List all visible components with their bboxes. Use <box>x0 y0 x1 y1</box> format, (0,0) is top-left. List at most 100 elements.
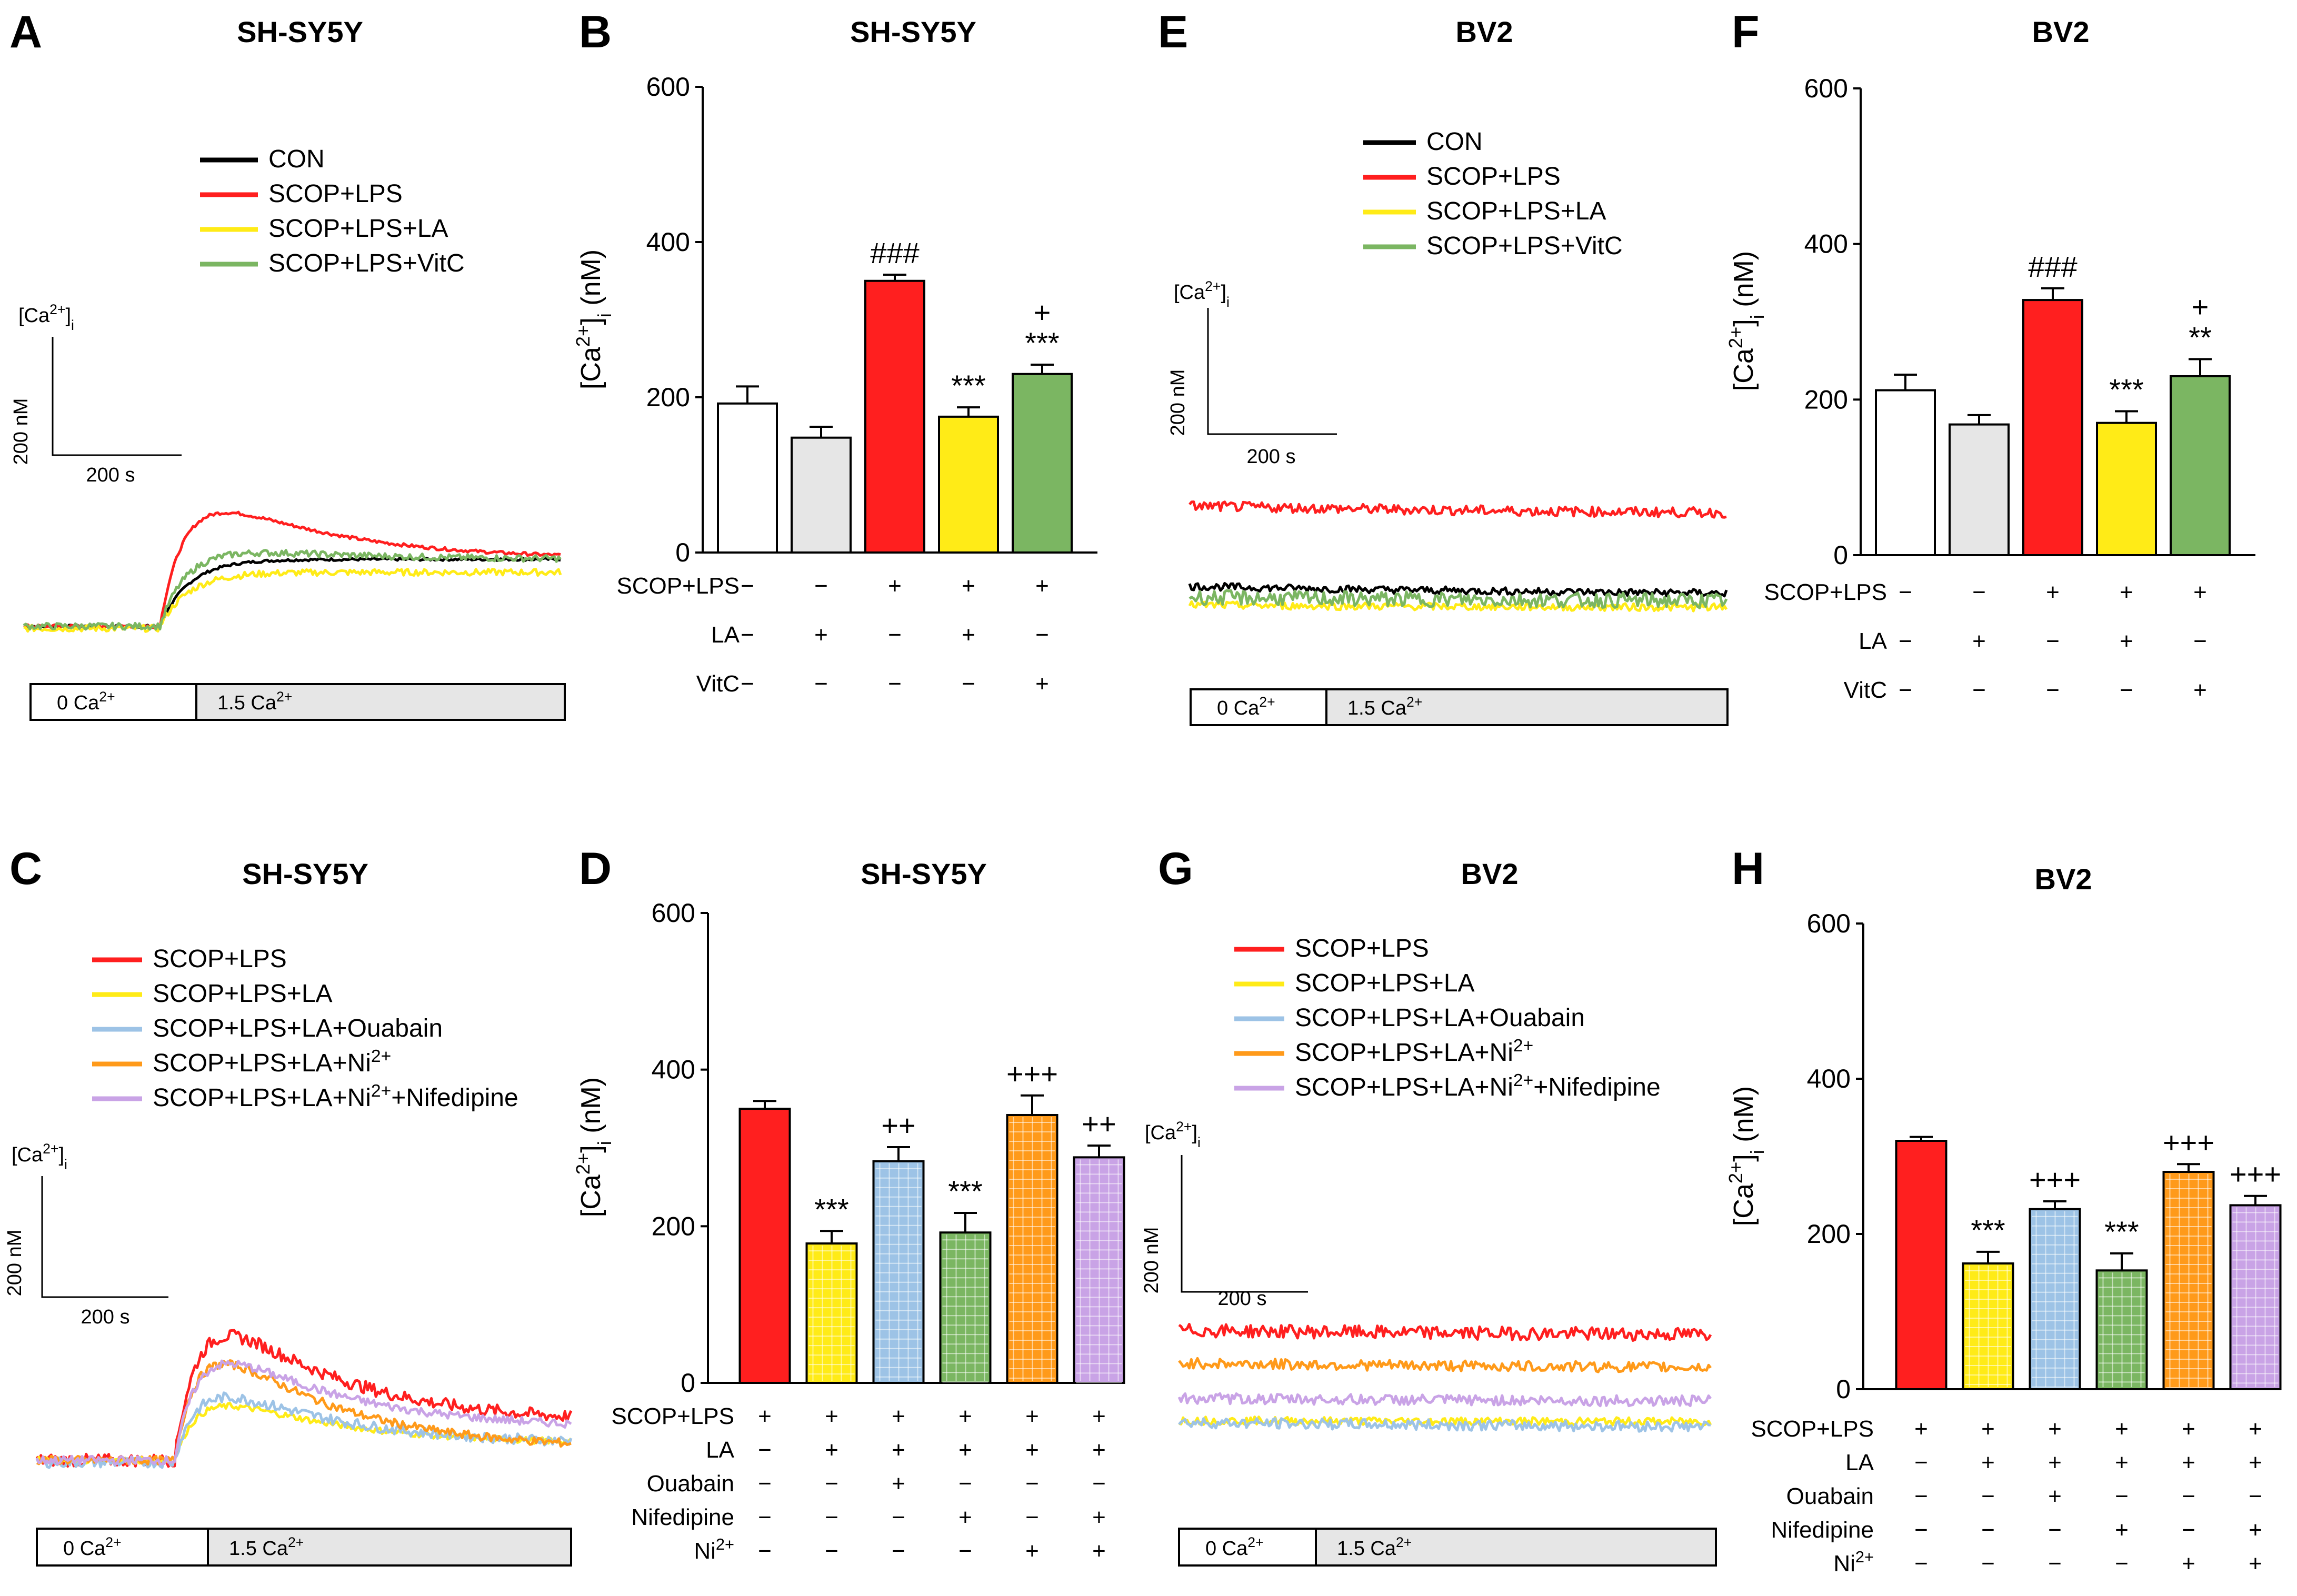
significance-label: +++ <box>2230 1158 2281 1191</box>
condition-sign: − <box>1899 677 1912 703</box>
bracket: ] <box>1729 319 1759 326</box>
condition-ca-box <box>1315 1528 1717 1567</box>
condition-sign: + <box>2193 579 2207 605</box>
condition-sign: − <box>1914 1450 1928 1475</box>
trace-con <box>23 557 561 629</box>
superscript: 2+ <box>371 1081 391 1101</box>
y-axis-label: [Ca2+]i (nM) <box>1725 251 1768 391</box>
condition-sign: − <box>814 671 828 697</box>
bracket: ] <box>58 1144 64 1166</box>
text-run: +Nifedipine <box>391 1084 518 1112</box>
text-run: SCOP+LPS+LA+Ni <box>153 1049 371 1077</box>
text-run: SCOP+LPS+VitC <box>1426 232 1623 260</box>
condition-label: 1.5 Ca2+ <box>1347 694 1422 719</box>
condition-label: 1.5 Ca2+ <box>1337 1534 1412 1560</box>
condition-sign: − <box>1914 1517 1928 1543</box>
condition-sign: − <box>2115 1483 2129 1509</box>
legend-label: SCOP+LPS <box>153 945 287 973</box>
condition-label: 1.5 Ca2+ <box>217 689 292 714</box>
trace-scop-lps-la <box>23 568 562 633</box>
condition-row-label: SCOP+LPS <box>1764 579 1887 605</box>
panel-letter: A <box>9 7 42 57</box>
bar <box>791 436 852 554</box>
condition-sign: − <box>758 1504 772 1530</box>
condition-sign: − <box>1899 579 1912 605</box>
bar <box>938 415 999 554</box>
condition-sign: + <box>892 1437 905 1463</box>
condition-sign: − <box>758 1538 772 1564</box>
condition-sign: − <box>2120 677 2133 703</box>
trace-scop-lps <box>35 1329 573 1468</box>
trace-scop-lps-la-ouabain <box>35 1391 573 1469</box>
text-run: 1.5 Ca <box>229 1538 288 1560</box>
subscript: i <box>1746 315 1768 319</box>
text-run: SCOP+LPS+LA+Ni <box>153 1084 371 1112</box>
trace-scop-lps <box>1178 1323 1712 1342</box>
text-run: 0 Ca <box>1217 697 1260 719</box>
significance-label: + <box>2192 290 2209 323</box>
condition-sign: − <box>814 573 828 599</box>
bar <box>1875 389 1936 556</box>
y-tick-label: 200 <box>652 1211 695 1241</box>
panel-letter: D <box>579 844 612 894</box>
text-run: [Ca <box>1729 348 1759 391</box>
text-run: SCOP+LPS <box>153 945 287 973</box>
significance-label: *** <box>951 369 985 402</box>
condition-sign: + <box>758 1403 772 1429</box>
text-run: SCOP+LPS+LA <box>1426 197 1606 225</box>
condition-sign: + <box>2249 1517 2262 1543</box>
significance-label: + <box>1034 296 1051 329</box>
text-run: (nM) <box>1729 251 1759 315</box>
text-run: CON <box>1426 128 1483 156</box>
significance-label: *** <box>948 1175 982 1208</box>
superscript: 2+ <box>1247 1534 1263 1550</box>
text-run: SCOP+LPS+LA+Ouabain <box>1295 1004 1585 1032</box>
text-run: LA <box>1859 628 1887 654</box>
text-run: SCOP+LPS+VitC <box>268 249 465 277</box>
scale-label: [Ca2+]i <box>1145 1119 1201 1150</box>
superscript: 2+ <box>1513 1071 1533 1090</box>
superscript: 2+ <box>572 1153 594 1175</box>
condition-sign: − <box>825 1538 838 1564</box>
text-run: 0 Ca <box>63 1538 106 1560</box>
trace-scop-lps-la-ni2- <box>36 1359 572 1466</box>
condition-row-label: LA <box>1859 628 1887 654</box>
legend-label: CON <box>1426 128 1483 156</box>
text-run: SCOP+LPS <box>611 1403 734 1429</box>
scale-label: [Ca2+]i <box>12 1141 67 1172</box>
panel-letter: G <box>1158 844 1193 894</box>
panel-title: BV2 <box>2035 862 2092 896</box>
significance-label: +++ <box>2029 1163 2081 1196</box>
bracket: ] <box>65 305 71 327</box>
condition-sign: + <box>1025 1538 1039 1564</box>
panel-E: E BV2 CON SCOP+LPS SCOP+LPS+LA SCOP+LPS+VitC [… <box>1158 7 1729 726</box>
condition-sign: + <box>1092 1538 1106 1564</box>
condition-sign: + <box>1092 1403 1106 1429</box>
trace-scop-lps-vitc <box>23 549 562 631</box>
text-run: Ouabain <box>1786 1483 1874 1509</box>
condition-row-label: LA <box>1845 1450 1874 1475</box>
trace-scop-lps-la-ni2-nifedipine <box>1177 1392 1712 1408</box>
superscript: 2+ <box>1205 278 1221 294</box>
bracket: ] <box>1729 1154 1759 1161</box>
trace-scop-lps-la-ni2- <box>1178 1357 1712 1373</box>
condition-ca-box <box>1325 688 1729 726</box>
panel-C: C SH-SY5Y SCOP+LPS SCOP+LPS+LA SCOP+LPS+LA+O… <box>4 844 573 1567</box>
condition-sign: + <box>2182 1551 2195 1577</box>
scale-x-label: 200 s <box>1218 1288 1267 1310</box>
y-tick-label: 600 <box>646 72 690 102</box>
scale-bar <box>41 1176 168 1298</box>
text-run: [Ca <box>576 347 606 389</box>
scale-x-label: 200 s <box>1247 446 1296 468</box>
condition-sign: + <box>825 1437 838 1463</box>
text-run: SCOP+LPS+LA+Ni <box>1295 1039 1513 1067</box>
legend-label: CON <box>268 145 325 173</box>
condition-sign: + <box>2249 1450 2262 1475</box>
condition-sign: − <box>958 1538 972 1564</box>
text-run: +Nifedipine <box>1533 1073 1661 1101</box>
condition-sign: + <box>2115 1450 2129 1475</box>
panel-title: BV2 <box>2032 15 2090 48</box>
bar <box>1012 373 1073 554</box>
condition-zero-box <box>36 1528 209 1567</box>
bracket: ] <box>1192 1122 1197 1144</box>
